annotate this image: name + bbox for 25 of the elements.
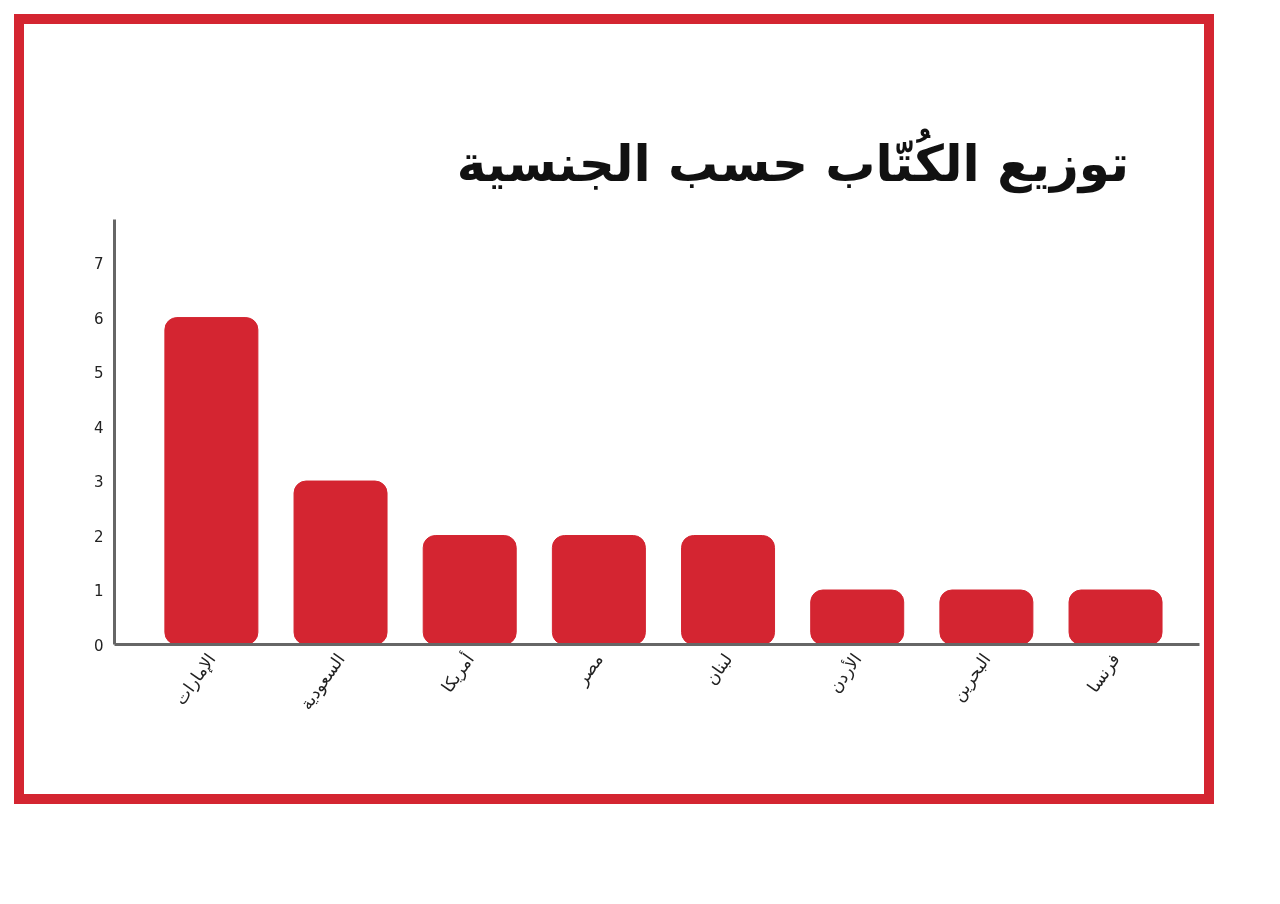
- y-tick-label: 1: [93, 582, 104, 601]
- bar: [1068, 589, 1163, 645]
- x-tick-label: السعودية: [295, 649, 349, 714]
- x-tick-label: أمريكا: [436, 649, 478, 697]
- y-tick-label: 3: [93, 473, 104, 492]
- x-tick-label: مصر: [571, 649, 608, 690]
- x-tick-label: لبنان: [700, 649, 737, 689]
- y-tick-label: 5: [93, 364, 104, 383]
- bar: [293, 480, 388, 645]
- x-tick-label: البحرين: [947, 649, 995, 705]
- y-tick-label: 0: [93, 636, 104, 655]
- bar: [810, 589, 905, 645]
- bar: [164, 317, 259, 645]
- bar: [939, 589, 1034, 645]
- x-tick-label: الإمارات: [170, 649, 220, 709]
- x-tick-label: فرنسا: [1082, 649, 1124, 697]
- y-tick-label: 2: [93, 527, 104, 546]
- y-tick-label: 6: [93, 309, 104, 328]
- bar: [422, 535, 517, 645]
- bar: [681, 535, 776, 645]
- x-tick-label: الأردن: [824, 649, 866, 697]
- bar: [551, 535, 646, 645]
- y-tick-label: 7: [93, 255, 104, 274]
- y-tick-label: 4: [93, 418, 104, 437]
- chart-title: توزيع الكُتّاب حسب الجنسية: [456, 129, 1129, 196]
